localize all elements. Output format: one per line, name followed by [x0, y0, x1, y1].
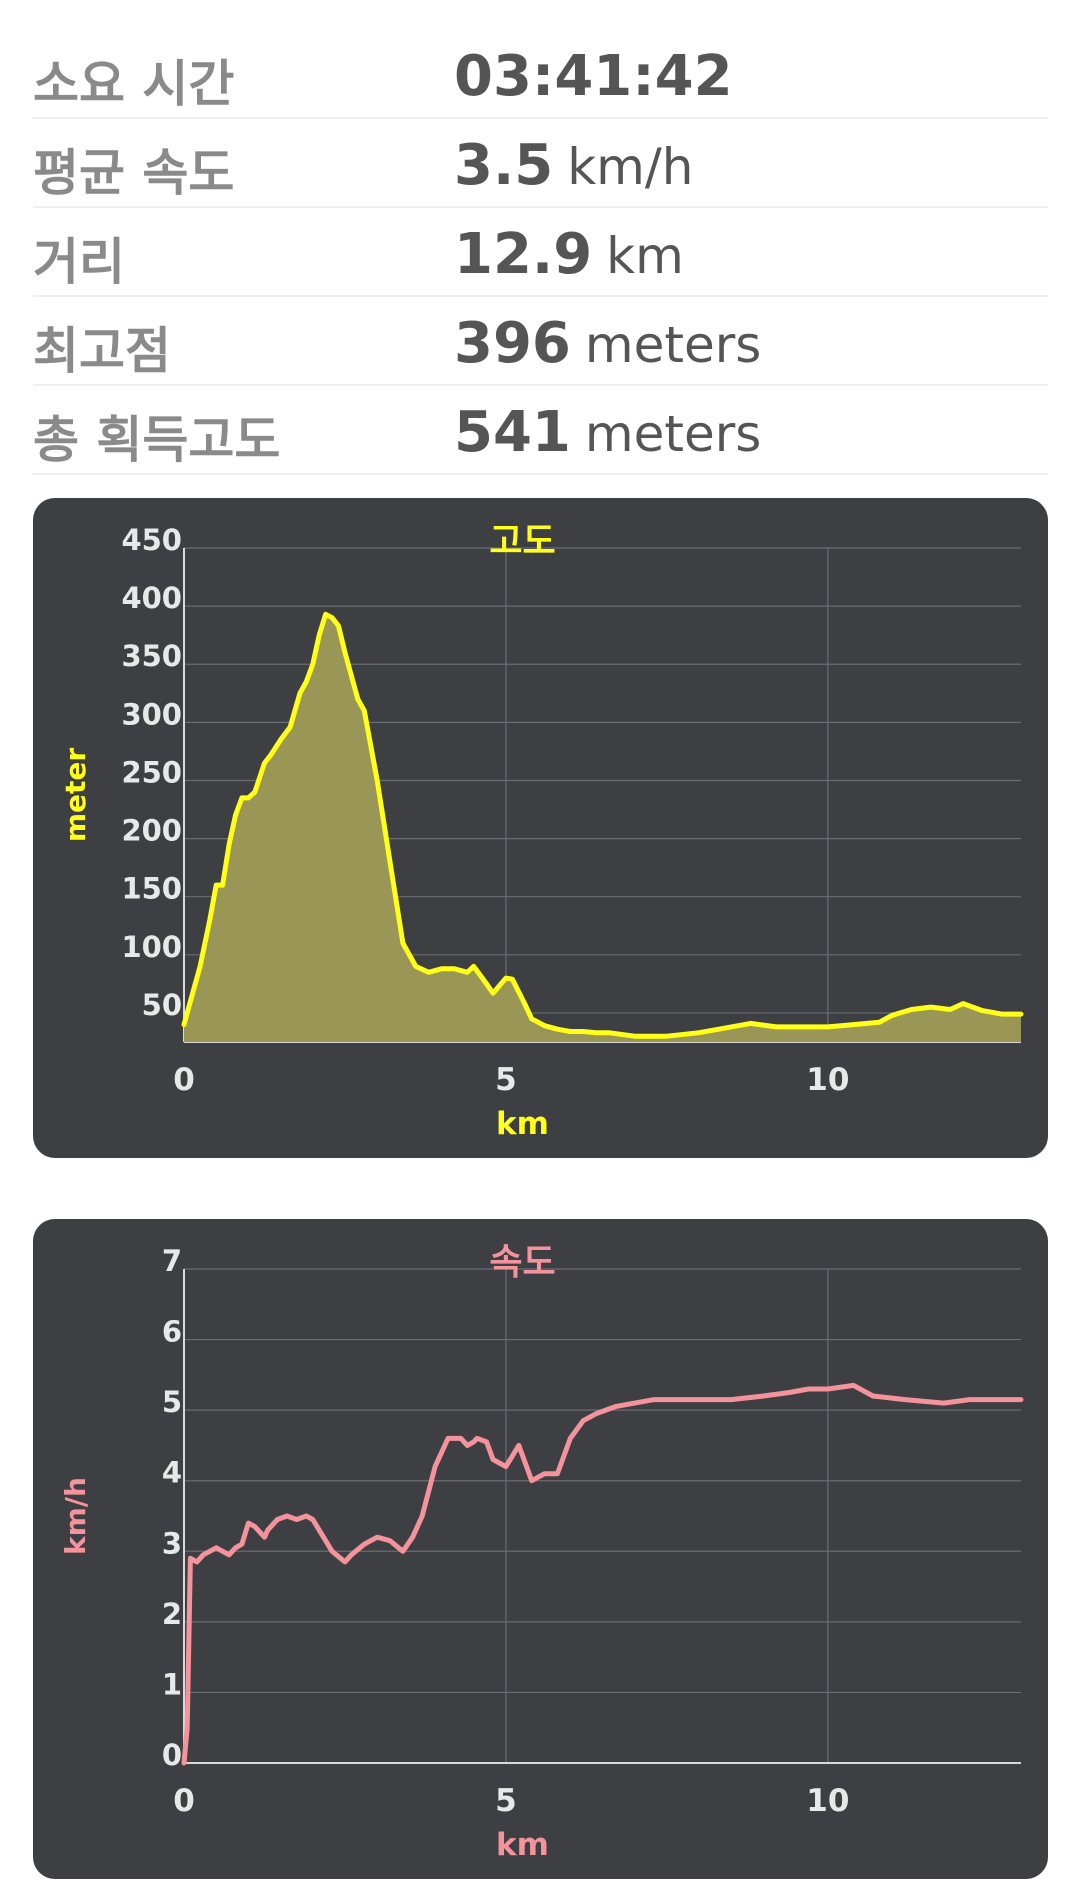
y-tick-label: 250 — [121, 755, 182, 789]
y-tick-label: 350 — [121, 639, 182, 673]
x-tick-label: 10 — [806, 1062, 849, 1098]
y-axis-label: meter — [59, 748, 92, 843]
elevation-chart: 50 100 150 200 250 300 350 400 450 0 5 10 고도 km meter — [59, 521, 1024, 1142]
y-axis-label: km/h — [59, 1477, 92, 1555]
stat-number: 12.9 — [454, 222, 593, 287]
elevation-chart-card: 50 100 150 200 250 300 350 400 450 0 5 10 고도 km meter — [33, 498, 1048, 1158]
stat-unit: km/h — [567, 138, 694, 196]
x-tick-label: 10 — [806, 1783, 849, 1819]
y-tick-label: 150 — [121, 872, 182, 906]
y-tick-label: 4 — [162, 1456, 182, 1490]
stat-row-duration: 소요 시간 03:41:42 — [33, 30, 1048, 119]
stat-number: 3.5 — [454, 133, 554, 198]
stat-label: 소요 시간 — [33, 55, 235, 113]
chart-title: 고도 — [489, 521, 555, 562]
series-line — [181, 1382, 1024, 1766]
stat-label: 최고점 — [33, 322, 171, 380]
y-tick-label: 2 — [162, 1597, 182, 1631]
y-tick-label: 5 — [162, 1385, 182, 1419]
stat-value: 03:41:42 — [454, 44, 733, 109]
stat-value: 541 meters — [454, 400, 761, 465]
y-tick-label: 1 — [162, 1667, 182, 1701]
x-tick-label: 0 — [173, 1062, 195, 1098]
y-tick-label: 300 — [121, 697, 182, 731]
y-tick-label: 200 — [121, 814, 182, 848]
stat-number: 541 — [454, 400, 571, 465]
stat-number: 396 — [454, 311, 571, 376]
stat-number: 03:41:42 — [454, 44, 733, 109]
stat-value: 396 meters — [454, 311, 761, 376]
stats-table: 소요 시간 03:41:42 평균 속도 3.5 km/h 거리 12.9 km 최… — [33, 30, 1048, 475]
stat-value: 3.5 km/h — [454, 133, 693, 198]
stat-row-avg-speed: 평균 속도 3.5 km/h — [33, 119, 1048, 208]
stat-row-distance: 거리 12.9 km — [33, 208, 1048, 297]
x-tick-label: 5 — [495, 1062, 517, 1098]
x-axis-label: km — [496, 1827, 549, 1863]
stat-label: 평균 속도 — [33, 144, 235, 202]
y-tick-label: 6 — [162, 1315, 182, 1349]
y-tick-label: 3 — [162, 1526, 182, 1560]
x-tick-label: 0 — [173, 1783, 195, 1819]
y-tick-label: 50 — [142, 988, 182, 1022]
y-tick-label: 450 — [121, 523, 182, 557]
stat-unit: km — [606, 227, 684, 285]
y-tick-label: 400 — [121, 581, 182, 615]
y-tick-label: 0 — [162, 1738, 182, 1772]
stat-row-highest-point: 최고점 396 meters — [33, 297, 1048, 386]
speed-chart: 0 1 2 3 4 5 6 7 0 5 10 속도 km km/h — [59, 1242, 1024, 1863]
stat-row-elevation-gain: 총 획득고도 541 meters — [33, 386, 1048, 475]
series-line — [181, 611, 1024, 1039]
stat-value: 12.9 km — [454, 222, 684, 287]
stat-label: 총 획득고도 — [33, 411, 281, 469]
stat-label: 거리 — [33, 233, 125, 291]
series-area — [184, 614, 1021, 1042]
x-tick-label: 5 — [495, 1783, 517, 1819]
y-tick-label: 7 — [162, 1244, 182, 1278]
x-axis-label: km — [496, 1106, 549, 1142]
chart-title: 속도 — [489, 1242, 555, 1283]
stat-unit: meters — [584, 405, 762, 463]
speed-chart-card: 0 1 2 3 4 5 6 7 0 5 10 속도 km km/h — [33, 1219, 1048, 1879]
y-tick-label: 100 — [121, 930, 182, 964]
stat-unit: meters — [584, 316, 762, 374]
